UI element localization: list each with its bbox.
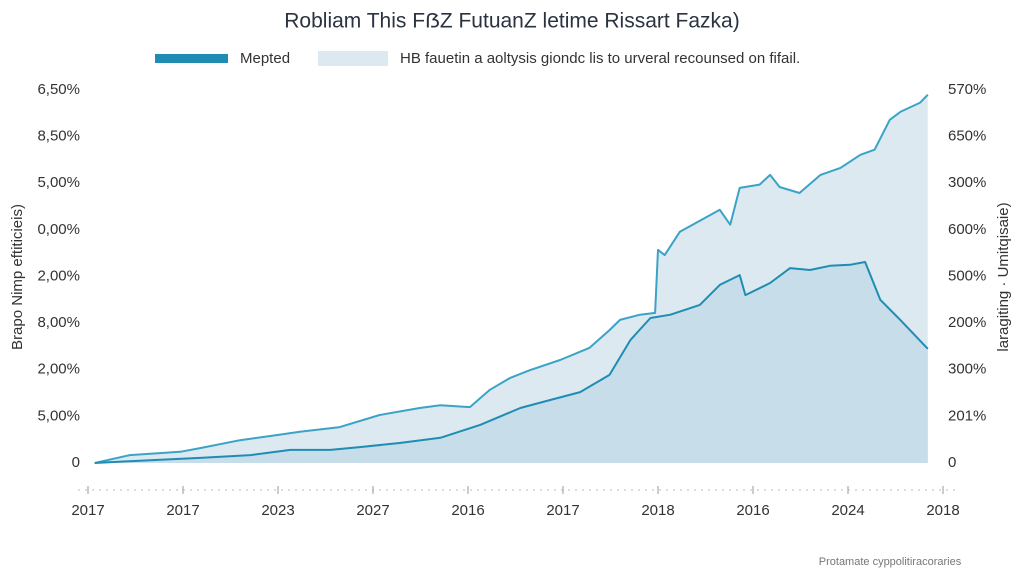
area bbox=[94, 262, 928, 463]
x-tick-label: 2017 bbox=[166, 502, 199, 519]
y-tick-label: 5,00% bbox=[37, 174, 80, 191]
y-tick-label: 8,50% bbox=[37, 128, 80, 145]
y-tick-label: 0 bbox=[72, 454, 80, 471]
legend-label: HB fauetin a aoltysis giondc lis to urve… bbox=[400, 50, 800, 67]
y-tick-label: 0,00% bbox=[37, 221, 80, 238]
legend-swatch bbox=[155, 54, 228, 63]
y-tick-label: 8,00% bbox=[37, 314, 80, 331]
y2-tick-label: 201% bbox=[948, 407, 986, 424]
x-tick-label: 2017 bbox=[546, 502, 579, 519]
x-tick-label: 2016 bbox=[736, 502, 769, 519]
x-tick-label: 2018 bbox=[926, 502, 959, 519]
x-tick-label: 2024 bbox=[831, 502, 864, 519]
y2-tick-label: 0 bbox=[948, 454, 956, 471]
footer: Protamate cyppolitiracoraries bbox=[819, 556, 962, 568]
y2-tick-label: 500% bbox=[948, 267, 986, 284]
line bbox=[94, 94, 929, 464]
x-tick-label: 2017 bbox=[71, 502, 104, 519]
x-tick-label: 2016 bbox=[451, 502, 484, 519]
y2-axis-label: laragiting · Umitqisaie) bbox=[995, 202, 1012, 351]
y-tick-label: 6,50% bbox=[37, 81, 80, 98]
y2-tick-label: 300% bbox=[948, 174, 986, 191]
x-tick-label: 2023 bbox=[261, 502, 294, 519]
y-axis-label: Brapo Nimp eftiticieis) bbox=[9, 204, 26, 350]
y2-tick-label: 650% bbox=[948, 128, 986, 145]
y-tick-label: 2,00% bbox=[37, 267, 80, 284]
y2-tick-label: 600% bbox=[948, 221, 986, 238]
legend-label: Mepted bbox=[240, 50, 290, 67]
y2-tick-label: 200% bbox=[948, 314, 986, 331]
x-tick-label: 2018 bbox=[641, 502, 674, 519]
y2-tick-label: 570% bbox=[948, 81, 986, 98]
y2-tick-label: 300% bbox=[948, 361, 986, 378]
chart-title: Robliam This FẞZ FutuanZ letime Rissart … bbox=[284, 10, 739, 33]
legend-swatch bbox=[318, 51, 388, 66]
line bbox=[94, 261, 929, 464]
y-tick-label: 5,00% bbox=[37, 407, 80, 424]
y-tick-label: 2,00% bbox=[37, 361, 80, 378]
x-tick-label: 2027 bbox=[356, 502, 389, 519]
